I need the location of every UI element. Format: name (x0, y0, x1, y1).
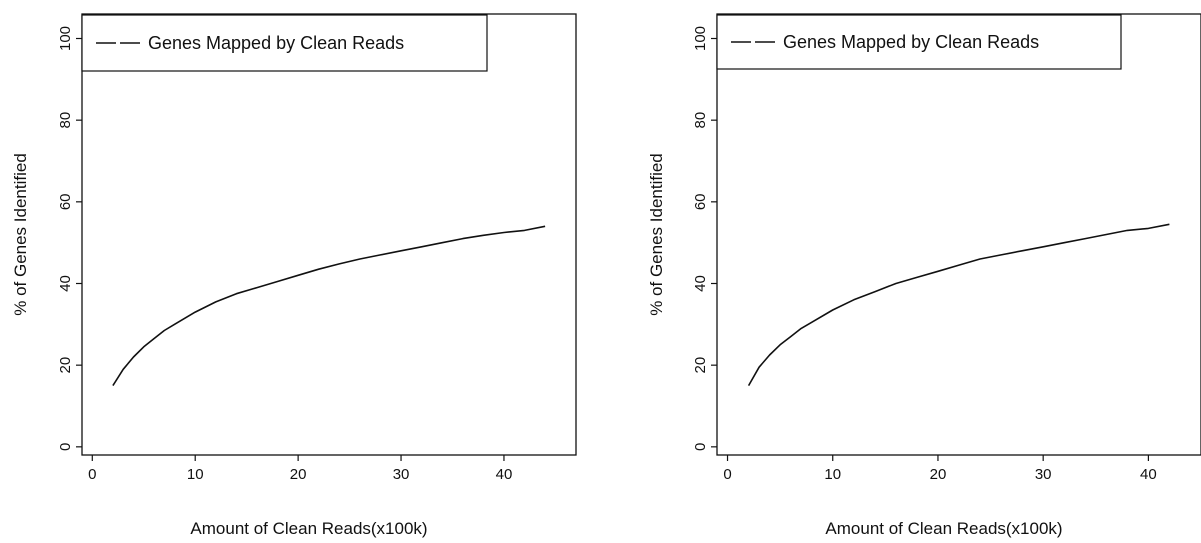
y-tick-label: 60 (57, 193, 74, 210)
y-tick-label: 20 (57, 357, 74, 374)
y-tick-label: 40 (692, 275, 709, 292)
x-tick-label: 20 (930, 466, 947, 483)
y-tick-label: 60 (692, 193, 709, 210)
legend-label: Genes Mapped by Clean Reads (783, 32, 1039, 52)
x-tick-label: 10 (824, 466, 841, 483)
y-tick-label: 0 (692, 443, 709, 451)
x-tick-label: 30 (1035, 466, 1052, 483)
x-tick-label: 40 (1140, 466, 1157, 483)
series-line (112, 225, 546, 387)
y-tick-label: 100 (57, 26, 74, 51)
x-tick-label: 20 (290, 466, 307, 483)
legend-label: Genes Mapped by Clean Reads (148, 33, 404, 53)
legend-box (716, 14, 1122, 70)
x-tick-label: 30 (393, 466, 410, 483)
y-tick-label: 0 (57, 443, 74, 451)
series-line (747, 223, 1170, 386)
x-tick-label: 0 (723, 466, 731, 483)
x-tick-label: 40 (496, 466, 513, 483)
x-tick-label: 10 (187, 466, 204, 483)
x-axis-title: Amount of Clean Reads(x100k) (825, 519, 1062, 538)
y-tick-label: 100 (692, 26, 709, 51)
y-tick-label: 40 (57, 275, 74, 292)
y-tick-label: 20 (692, 357, 709, 374)
chart-panel-left: 0 10 20 30 40 0 20 40 60 80 100 Amount of Clean Rea… (11, 13, 577, 538)
y-tick-label: 80 (57, 112, 74, 129)
x-axis-title: Amount of Clean Reads(x100k) (190, 519, 427, 538)
plot-frame (81, 13, 577, 456)
legend-box (81, 14, 488, 72)
y-tick-label: 80 (692, 112, 709, 129)
x-tick-label: 0 (88, 466, 96, 483)
plot-frame (716, 13, 1201, 456)
chart-panel-right: 0 10 20 30 40 0 20 40 60 80 100 Amount of Clean Rea… (647, 13, 1201, 538)
legend: Genes Mapped by Clean Reads (81, 14, 488, 72)
legend: Genes Mapped by Clean Reads (716, 14, 1122, 70)
y-axis-title: % of Genes Identified (647, 153, 666, 316)
y-axis-title: % of Genes Identified (11, 153, 30, 316)
